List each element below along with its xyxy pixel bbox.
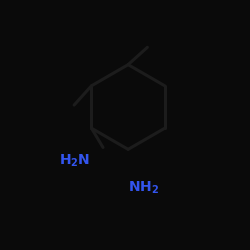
Text: $\mathregular{H_2N}$: $\mathregular{H_2N}$ (58, 153, 90, 169)
Text: $\mathregular{NH_2}$: $\mathregular{NH_2}$ (128, 180, 159, 196)
